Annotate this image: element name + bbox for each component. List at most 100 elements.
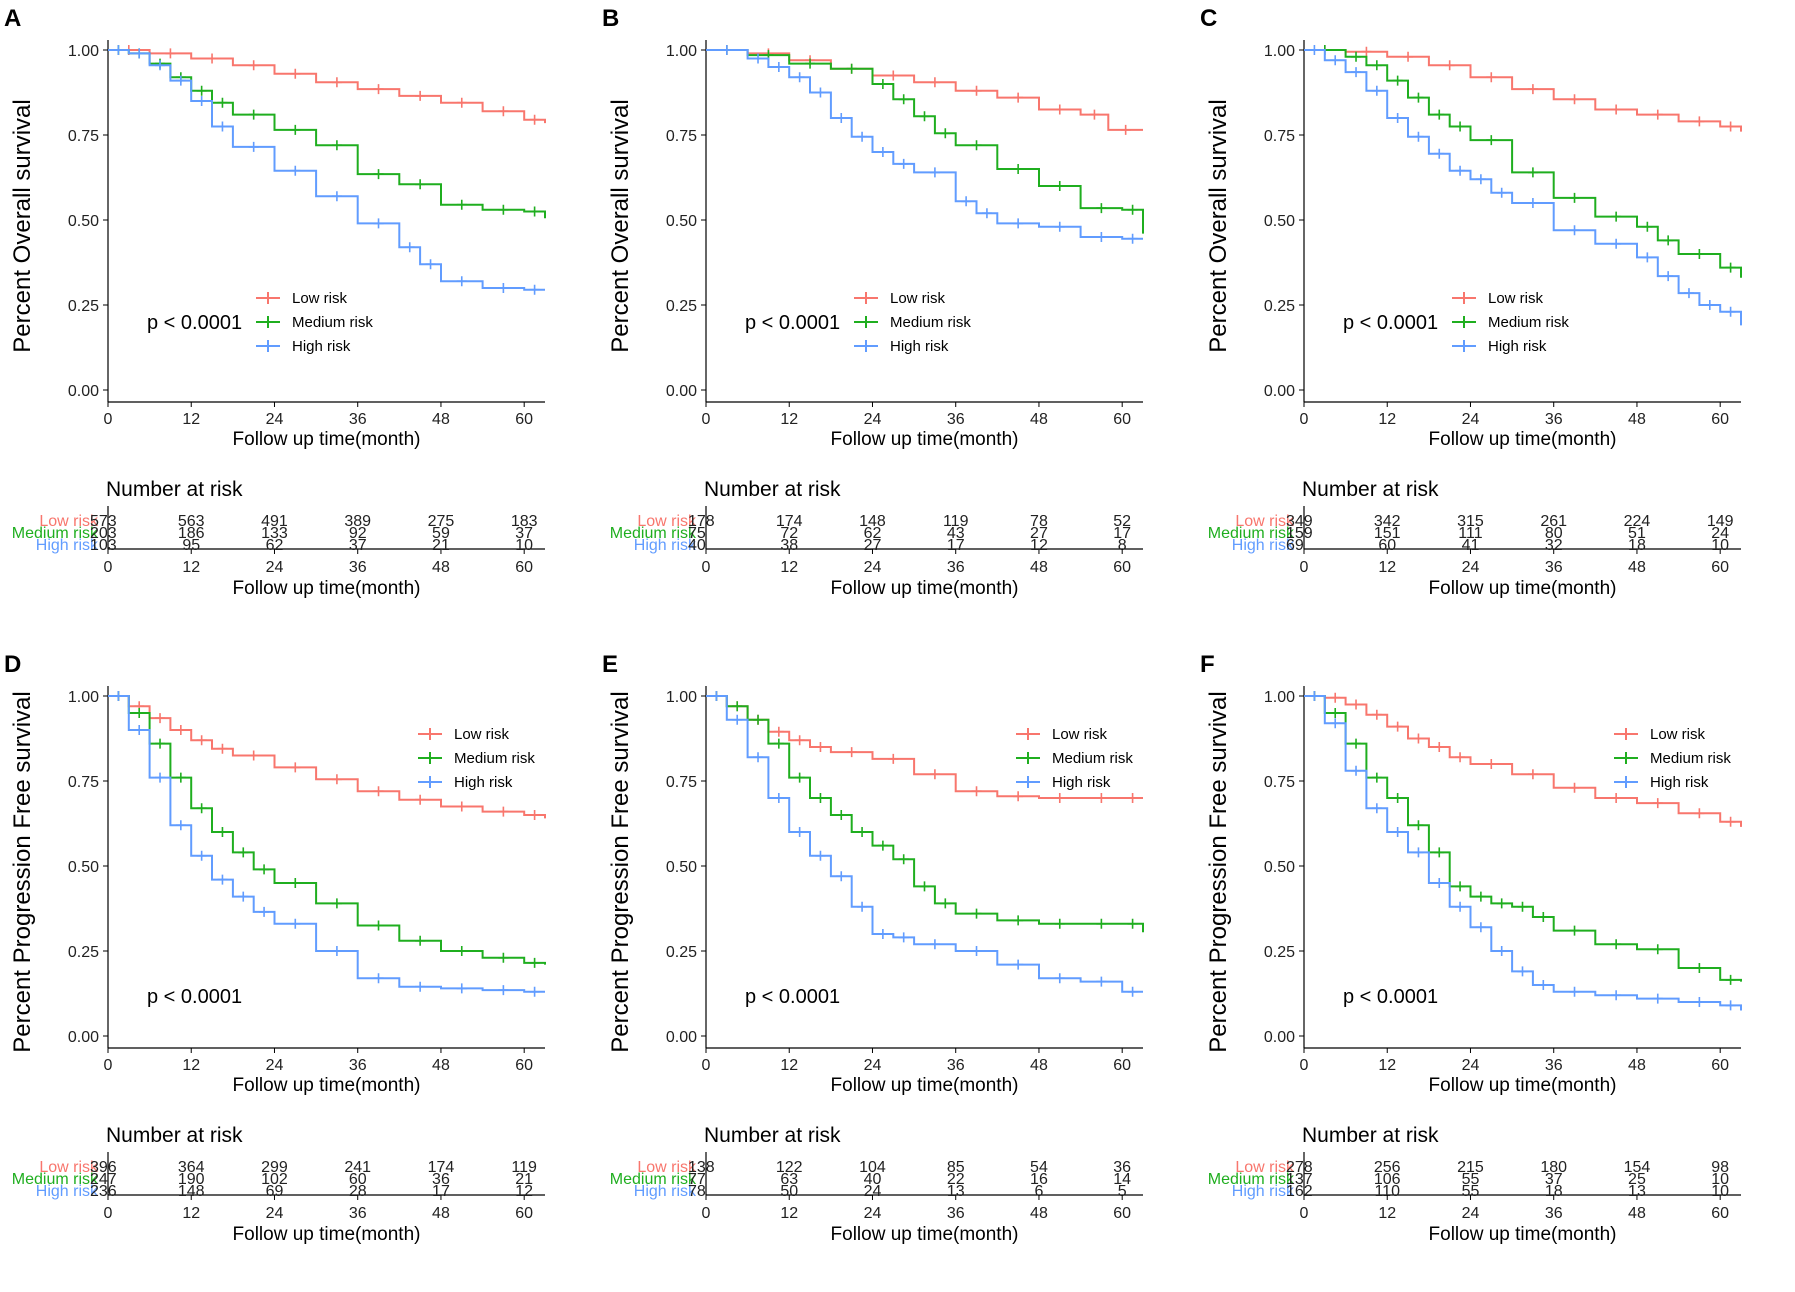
risk-x-tick-label: 0 <box>1300 1205 1309 1222</box>
censor-mark <box>1096 203 1107 214</box>
censor-mark <box>1434 109 1445 120</box>
legend-item-medium-risk: Medium risk <box>1452 314 1569 331</box>
censor-mark <box>373 786 384 797</box>
risk-count: 10 <box>1711 1171 1729 1188</box>
risk-count: 38 <box>780 537 798 554</box>
risk-x-tick-label: 60 <box>1711 1205 1729 1222</box>
km-panel-svg: A 0.00 0.25 0.50 0.75 1.00 0 12 24 36 48 60 Follow u… <box>4 5 546 599</box>
y-tick-label: 0.00 <box>68 383 99 400</box>
risk-x-tick-label: 48 <box>1628 1205 1646 1222</box>
risk-count: 174 <box>428 1159 455 1176</box>
risk-count: 563 <box>178 513 205 530</box>
legend-item-low-risk: Low risk <box>854 290 946 307</box>
y-tick-label: 0.50 <box>1264 213 1295 230</box>
censor-mark <box>217 743 228 754</box>
censor-mark <box>1127 918 1138 929</box>
p-value-text: p < 0.0001 <box>745 312 840 334</box>
censor-mark <box>1694 249 1705 259</box>
censor-mark <box>259 864 270 875</box>
censor-mark <box>877 840 888 851</box>
risk-x-tick-label: 12 <box>1378 559 1396 576</box>
risk-count: 54 <box>1030 1159 1048 1176</box>
y-axis-title: Percent Overall survival <box>607 99 634 352</box>
censor-mark <box>1351 738 1362 749</box>
risk-count: 37 <box>515 525 533 542</box>
panel-label: A <box>4 5 21 32</box>
risk-count: 40 <box>864 1171 882 1188</box>
censor-mark <box>1611 990 1622 1001</box>
censor-mark <box>217 121 228 132</box>
censor-mark <box>815 850 826 861</box>
censor-mark <box>857 131 868 142</box>
y-tick-label: 1.00 <box>68 43 99 60</box>
censor-mark <box>529 206 540 217</box>
censor-mark <box>1475 922 1486 933</box>
x-tick-label: 36 <box>349 411 367 428</box>
censor-mark <box>1054 918 1065 929</box>
censor-mark <box>217 827 228 837</box>
risk-count: 77 <box>688 1171 706 1188</box>
censor-mark <box>529 114 540 125</box>
censor-mark <box>373 169 384 180</box>
legend-key-low-risk <box>1452 292 1476 304</box>
censor-mark <box>929 939 940 950</box>
risk-count: 24 <box>864 1183 882 1200</box>
number-at-risk-title: Number at risk <box>1302 478 1439 501</box>
x-tick-label: 12 <box>1378 1057 1396 1074</box>
censor-mark <box>1455 901 1466 912</box>
km-panel-d: D 0.00 0.25 0.50 0.75 1.00 0 12 24 36 48 60 Follow u… <box>0 646 598 1292</box>
risk-count: 110 <box>1374 1183 1400 1200</box>
number-at-risk-title: Number at risk <box>1302 1124 1439 1147</box>
censor-mark <box>971 786 982 797</box>
censor-mark <box>1527 84 1538 95</box>
censor-mark <box>373 920 384 931</box>
x-tick-label: 48 <box>1030 411 1048 428</box>
censor-mark <box>248 60 259 71</box>
y-tick-label: 0.75 <box>68 774 99 791</box>
legend-key-medium-risk <box>256 316 280 328</box>
risk-count: 137 <box>1286 1171 1313 1188</box>
risk-x-axis-title: Follow up time(month) <box>233 578 421 599</box>
censor-mark <box>134 708 145 718</box>
risk-row-label-high-risk: High risk <box>36 1183 99 1200</box>
x-tick-label: 60 <box>1711 411 1729 428</box>
legend-item-high-risk: High risk <box>1452 338 1547 355</box>
risk-count: 183 <box>511 513 538 530</box>
x-tick-label: 24 <box>864 411 882 428</box>
y-tick-label: 0.75 <box>666 128 697 145</box>
risk-count: 111 <box>1458 525 1482 542</box>
censor-mark <box>331 140 342 151</box>
y-axis-title: Percent Progression Free survival <box>607 691 634 1052</box>
censor-mark <box>877 147 888 157</box>
x-tick-label: 0 <box>1300 411 1309 428</box>
risk-x-tick-label: 36 <box>349 559 367 576</box>
km-panel-a: A 0.00 0.25 0.50 0.75 1.00 0 12 24 36 48 60 Follow u… <box>0 0 598 646</box>
risk-count: 17 <box>1113 525 1131 542</box>
risk-count: 342 <box>1374 513 1401 530</box>
risk-count: 24 <box>1711 525 1729 542</box>
risk-count: 52 <box>1113 513 1131 530</box>
censor-mark <box>331 946 342 956</box>
y-tick-label: 0.00 <box>1264 383 1295 400</box>
censor-mark <box>888 753 899 764</box>
censor-mark <box>1351 765 1362 776</box>
censor-mark <box>877 929 888 939</box>
risk-count: 278 <box>1286 1159 1313 1176</box>
km-panel-b: B 0.00 0.25 0.50 0.75 1.00 0 12 24 36 48 60 Follow u… <box>598 0 1196 646</box>
censor-mark <box>238 847 249 858</box>
censor-mark <box>1013 791 1024 802</box>
risk-count: 349 <box>1286 513 1313 530</box>
x-axis-title: Follow up time(month) <box>1429 429 1617 450</box>
censor-mark <box>981 208 992 219</box>
legend-key-low-risk <box>1614 728 1638 740</box>
legend-label: Low risk <box>1052 726 1108 743</box>
x-tick-label: 36 <box>947 411 965 428</box>
legend-label: Medium risk <box>292 314 373 331</box>
censor-mark <box>857 827 868 837</box>
legend-label: High risk <box>1052 774 1111 791</box>
risk-count: 5 <box>1118 1183 1127 1200</box>
risk-count: 148 <box>178 1183 205 1200</box>
risk-count: 396 <box>90 1159 117 1176</box>
censor-mark <box>1486 759 1497 769</box>
risk-count: 59 <box>432 525 450 542</box>
